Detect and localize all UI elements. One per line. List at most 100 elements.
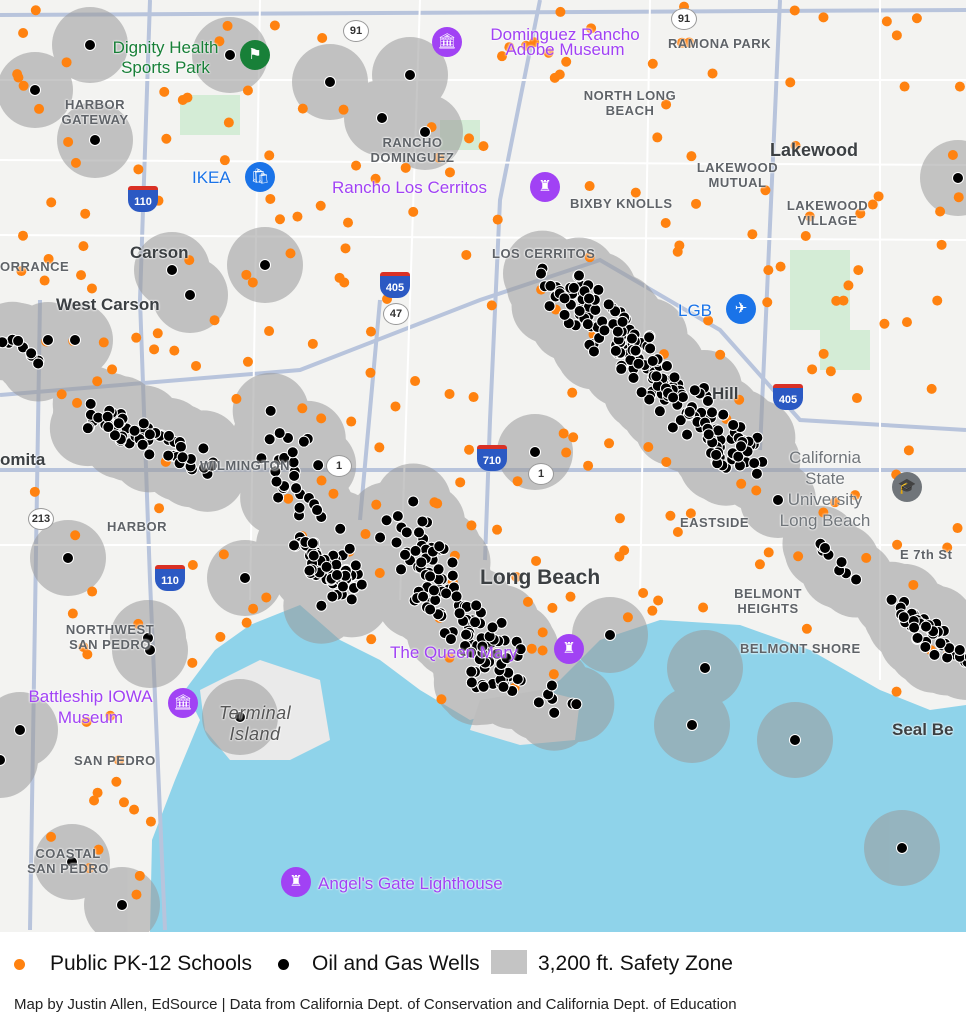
label-queen-mary[interactable]: The Queen Mary [390,643,518,662]
well-marker [750,467,763,480]
well-marker [427,584,440,597]
well-marker [311,504,324,517]
well-marker [734,440,747,453]
well-marker [460,628,473,641]
stadium-pin-icon[interactable]: ⚑ [240,40,270,70]
school-marker [328,488,339,499]
well-marker [288,539,301,552]
school-marker [297,103,308,114]
school-marker [643,441,654,452]
school-marker [529,37,540,48]
well-marker [627,371,640,384]
school-marker [307,338,318,349]
well-marker [42,334,54,346]
museum-pin-icon[interactable]: 🏛 [432,27,462,57]
school-marker [118,797,129,808]
well-marker [307,549,320,562]
school-marker [685,508,696,519]
well-marker [558,292,571,305]
well-marker [643,393,656,406]
well-marker [162,449,175,462]
school-marker [366,634,377,645]
school-marker [34,103,45,114]
shopping-pin-icon[interactable]: 🛍 [245,162,275,192]
label-eastside: EASTSIDE [680,515,750,530]
school-marker [763,547,774,558]
school-marker [672,246,683,257]
queen-mary-pin-icon[interactable]: ♜ [554,634,584,664]
well-marker [477,680,490,693]
well-marker [615,362,628,375]
school-marker [285,248,296,259]
school-marker [698,602,709,613]
well-marker [415,556,428,569]
school-marker [107,364,118,375]
school-marker [131,889,142,900]
school-marker [747,229,758,240]
school-marker [436,694,447,705]
school-marker [793,551,804,562]
school-marker [565,591,576,602]
airport-pin-icon[interactable]: ✈ [726,294,756,324]
label-hill: Hill [712,384,739,403]
label-rancho-los-cerritos[interactable]: Rancho Los Cerritos [332,178,487,197]
safety-zone-circle [0,722,38,798]
label-csulb[interactable]: California State University Long Beach [779,448,871,530]
battleship-pin-icon[interactable]: 🏛 [168,688,198,718]
school-marker [691,198,702,209]
well-marker [653,405,666,418]
school-marker [818,348,829,359]
school-marker [926,383,937,394]
school-marker [660,217,671,228]
well-legend-icon [278,959,289,970]
lighthouse-pin-icon[interactable]: ♜ [281,867,311,897]
school-marker [444,388,455,399]
label-wilmington: WILMINGTON [200,458,290,473]
label-belmont-shore: BELMONT SHORE [740,641,861,656]
well-marker [928,648,941,661]
school-marker [661,99,672,110]
map[interactable]: Dignity Health Sports Park Dominguez Ran… [0,0,966,932]
landmark-pin-icon[interactable]: ♜ [530,172,560,202]
school-marker [29,486,40,497]
well-marker [116,899,128,911]
school-marker [881,16,892,27]
school-marker [686,151,697,162]
interstate-405-shield-icon: 405 [380,272,410,298]
label-battleship-iowa[interactable]: Battleship IOWA Museum [28,687,153,727]
school-marker [736,478,747,489]
school-marker [468,392,479,403]
school-marker [371,499,382,510]
well-marker [12,334,25,347]
well-marker [14,724,26,736]
well-marker [273,427,286,440]
route-1-shield-icon: 1 [326,455,352,477]
label-lgb[interactable]: LGB [678,301,713,320]
school-marker [133,164,144,175]
school-marker [46,197,57,208]
label-north-long-beach: NORTH LONG BEACH [583,88,677,118]
well-marker [702,428,715,441]
label-angels-gate[interactable]: Angel's Gate Lighthouse [318,874,503,893]
school-marker [818,507,829,518]
label-dominguez-adobe[interactable]: Dominguez Rancho Adobe Museum [490,25,640,59]
school-marker [492,214,503,225]
label-ikea[interactable]: IKEA [192,168,231,187]
label-dignity-health[interactable]: Dignity Health Sports Park [112,38,219,77]
well-marker [896,842,908,854]
school-marker [567,387,578,398]
well-marker [532,696,545,709]
school-marker [18,80,29,91]
school-marker [338,104,349,115]
well-marker [343,542,356,555]
school-marker [80,208,91,219]
water-ocean [150,605,966,932]
school-marker [241,269,252,280]
well-marker [234,711,246,723]
well-marker [81,422,94,435]
well-marker [666,421,679,434]
well-marker [391,510,404,523]
school-marker [707,68,718,79]
well-marker [674,414,687,427]
university-pin-icon[interactable]: 🎓 [892,472,922,502]
